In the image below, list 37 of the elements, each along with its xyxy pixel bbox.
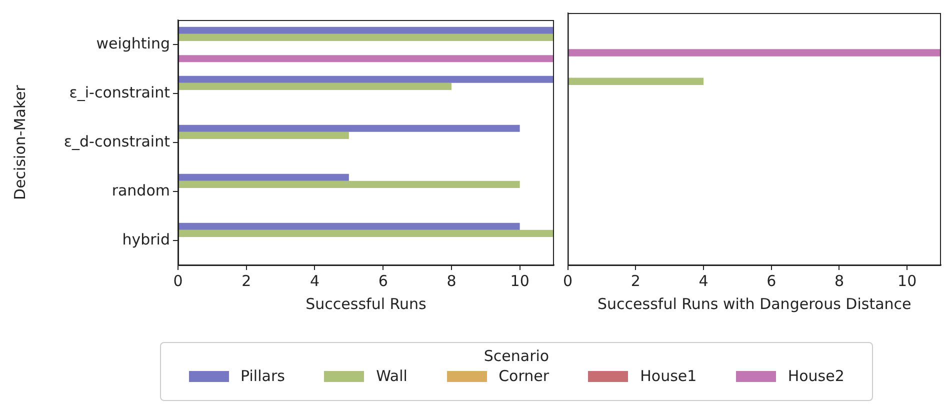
x-tick-label: 4 xyxy=(698,272,708,290)
legend-label: House1 xyxy=(640,367,697,385)
x-tick-label: 2 xyxy=(630,272,640,290)
x-tick-label: 8 xyxy=(834,272,844,290)
bar xyxy=(178,132,349,139)
legend-label: Wall xyxy=(376,367,408,385)
y-tick-label: random xyxy=(112,181,170,200)
x-tick-label: 6 xyxy=(766,272,776,290)
x-tick-label: 4 xyxy=(310,272,320,290)
bar xyxy=(178,76,554,83)
bar xyxy=(178,26,554,34)
x-tick-label: 0 xyxy=(173,272,183,290)
y-tick-label: ε_i-constraint xyxy=(69,83,170,102)
bar xyxy=(178,34,554,41)
y-tick-label: ε_d-constraint xyxy=(64,132,170,150)
y-tick-label: weighting xyxy=(96,34,170,52)
x-tick-label: 6 xyxy=(378,272,388,290)
bar xyxy=(178,180,520,188)
legend-label: Corner xyxy=(498,367,550,385)
x-tick-label: 2 xyxy=(242,272,252,290)
x-tick-label: 10 xyxy=(898,272,917,290)
legend-label: House2 xyxy=(788,367,844,385)
x-axis-title: Successful Runs xyxy=(306,294,427,313)
y-axis-title: Decision-Maker xyxy=(10,84,29,200)
x-tick-label: 0 xyxy=(563,272,573,290)
bar xyxy=(178,230,554,237)
bar xyxy=(178,124,520,132)
x-axis-title: Successful Runs with Dangerous Distance xyxy=(598,294,912,313)
x-tick-label: 10 xyxy=(510,272,530,290)
bar xyxy=(178,222,520,230)
y-tick-label: hybrid xyxy=(122,230,170,248)
x-tick-label: 8 xyxy=(446,272,456,290)
bar xyxy=(178,82,452,90)
bar xyxy=(178,174,349,181)
legend-title: Scenario xyxy=(482,347,550,365)
legend-label: Pillars xyxy=(240,367,285,385)
bar xyxy=(178,55,554,62)
